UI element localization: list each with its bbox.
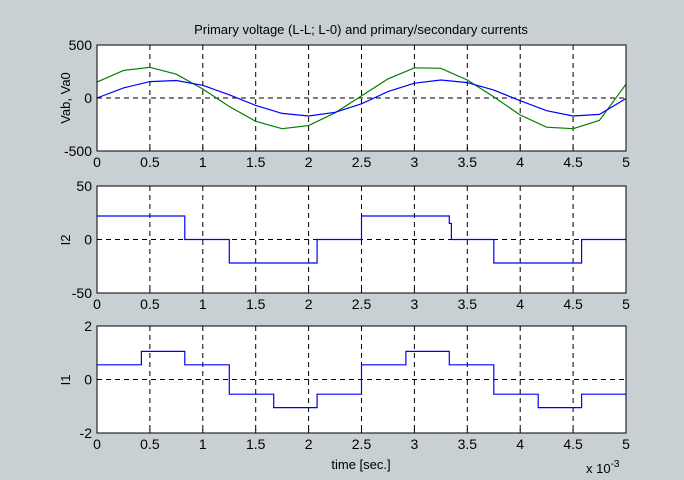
x-tick-label: 4: [516, 154, 524, 170]
y-tick-label: 0: [84, 232, 92, 248]
y-axis-label: I1: [58, 375, 73, 386]
series-line-1: [97, 350, 626, 409]
x-axis-label: time [sec.]: [331, 457, 390, 472]
y-tick-label: -500: [64, 143, 92, 159]
x-tick-label: 1: [199, 296, 207, 312]
x-tick-label: 0: [93, 436, 101, 452]
chart-title: Primary voltage (L-L; L-0) and primary/s…: [194, 22, 528, 37]
y-tick-label: -50: [72, 285, 92, 301]
x-tick-label: 3.5: [458, 296, 478, 312]
x-tick-label: 1.5: [246, 154, 266, 170]
x-exponent-label: x 10-3: [586, 459, 620, 476]
x-tick-label: 3: [411, 436, 419, 452]
x-tick-label: 2: [305, 436, 313, 452]
x-tick-label: 1: [199, 154, 207, 170]
x-tick-label: 2.5: [352, 296, 372, 312]
x-tick-label: 0.5: [140, 154, 160, 170]
x-tick-label: 0.5: [140, 436, 160, 452]
x-tick-label: 1: [199, 436, 207, 452]
x-tick-label: 0: [93, 296, 101, 312]
y-tick-label: 0: [84, 372, 92, 388]
x-tick-label: 5: [622, 154, 630, 170]
x-tick-label: 3: [411, 154, 419, 170]
x-exponent-base: x 10: [586, 461, 611, 476]
x-tick-label: 0: [93, 154, 101, 170]
series-line-2: [96, 79, 627, 117]
y-tick-label: 0: [84, 90, 92, 106]
y-tick-label: -2: [80, 425, 93, 441]
x-tick-label: 3: [411, 296, 419, 312]
x-tick-label: 4: [516, 296, 524, 312]
x-tick-label: 2.5: [352, 436, 372, 452]
x-tick-label: 1.5: [246, 436, 266, 452]
x-tick-label: 4.5: [563, 436, 583, 452]
x-exponent-power: -3: [611, 459, 620, 470]
y-axis-label: I2: [58, 235, 73, 246]
x-tick-label: 4.5: [563, 154, 583, 170]
x-tick-label: 2: [305, 154, 313, 170]
y-tick-label: 500: [69, 37, 93, 53]
x-tick-label: 5: [622, 296, 630, 312]
x-tick-label: 4: [516, 436, 524, 452]
x-tick-label: 3.5: [458, 436, 478, 452]
x-tick-label: 0.5: [140, 296, 160, 312]
series-line-1: [96, 66, 627, 130]
y-tick-label: 2: [84, 318, 92, 334]
series-line-1: [97, 215, 626, 264]
x-tick-label: 3.5: [458, 154, 478, 170]
y-axis-label: Vab, Va0: [58, 72, 73, 124]
y-tick-label: 50: [76, 178, 92, 194]
x-tick-label: 2: [305, 296, 313, 312]
x-tick-label: 1.5: [246, 296, 266, 312]
x-tick-label: 5: [622, 436, 630, 452]
x-tick-label: 4.5: [563, 296, 583, 312]
x-tick-label: 2.5: [352, 154, 372, 170]
